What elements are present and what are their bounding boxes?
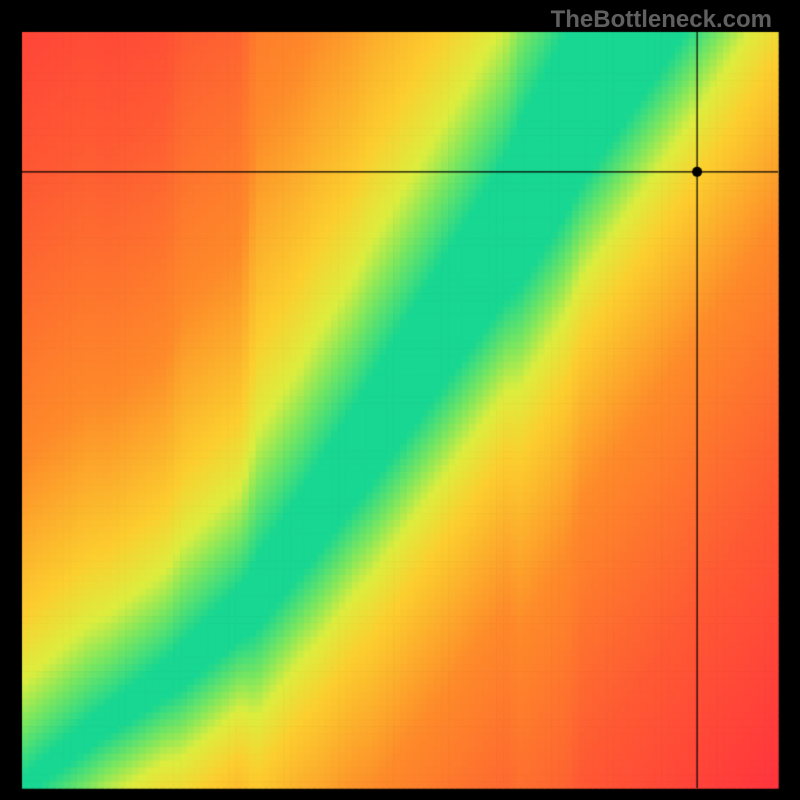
watermark-text: TheBottleneck.com <box>551 6 772 34</box>
bottleneck-heatmap <box>0 0 800 800</box>
chart-container: TheBottleneck.com <box>0 0 800 800</box>
